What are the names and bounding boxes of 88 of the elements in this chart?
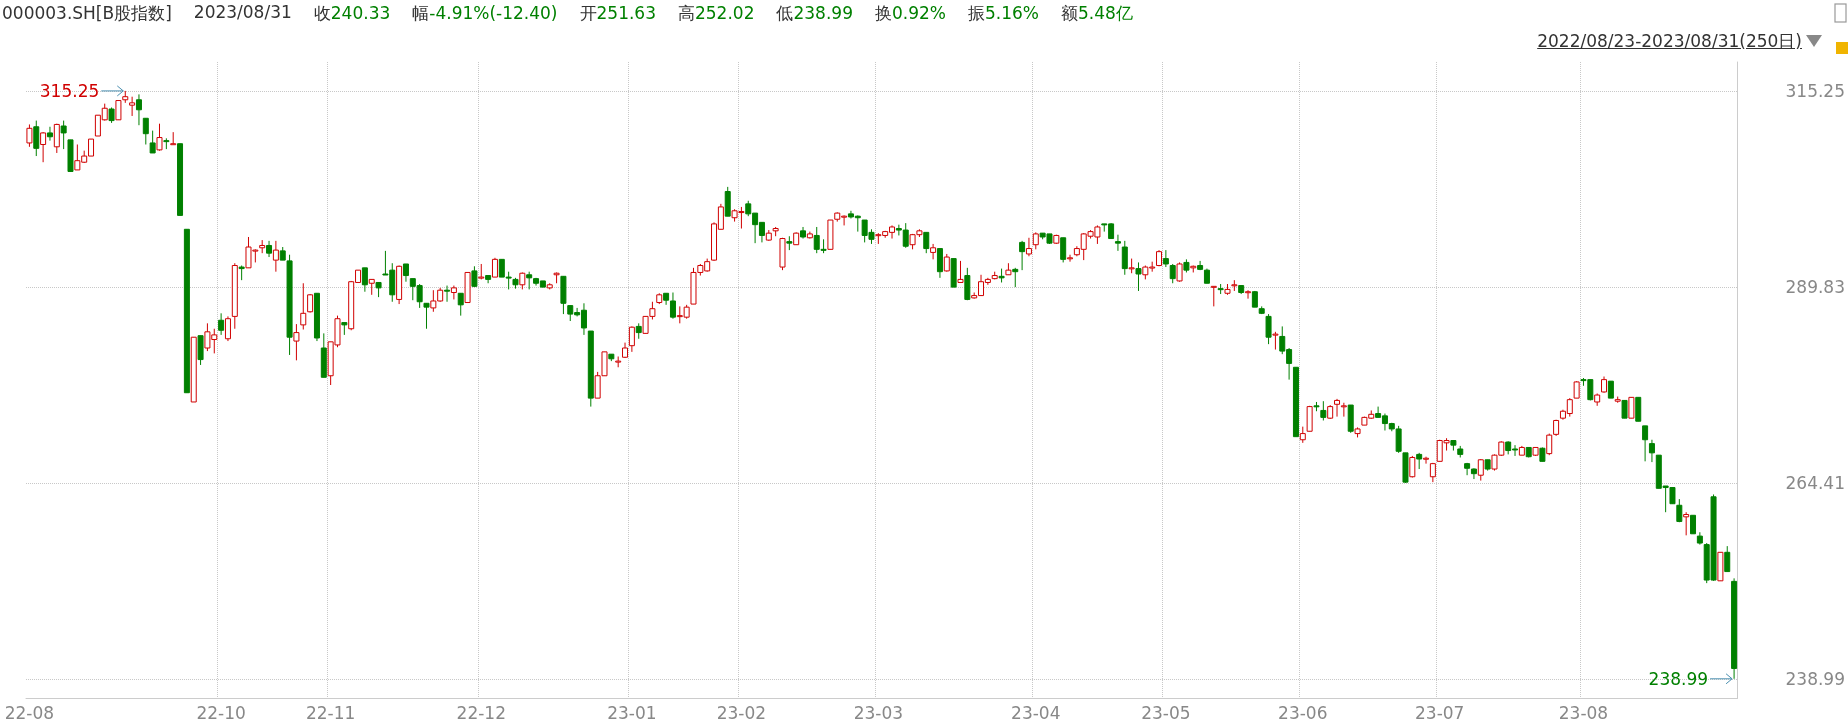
candlestick <box>170 131 177 146</box>
candlestick <box>115 100 122 121</box>
text: 2022/08/23-2023/08/31(250日) <box>1537 30 1802 53</box>
chart-title: 000003.SH[B股指数] <box>2 2 172 25</box>
x-tick-label: 23-06 <box>1278 702 1328 723</box>
candlestick <box>307 293 314 314</box>
x-tick-label: 23-03 <box>853 702 904 723</box>
candlestick <box>1683 511 1690 536</box>
annotation: 315.25 <box>39 80 100 101</box>
y-tick-label: 264.41 <box>1785 472 1845 493</box>
candlestick <box>293 323 300 361</box>
candlestick <box>1245 289 1252 300</box>
text: 收240.33 <box>313 3 391 23</box>
candlestick <box>46 126 53 142</box>
candlestick <box>1162 249 1169 268</box>
candlestick <box>1320 400 1327 421</box>
annotation: 238.99 <box>1648 668 1709 689</box>
candlestick <box>135 93 142 126</box>
candlestick <box>1334 398 1341 418</box>
candlestick <box>923 231 930 254</box>
candlestick <box>1019 240 1026 271</box>
text: 额5.48亿 <box>1060 3 1133 23</box>
x-tick-label: 22-08 <box>4 702 55 723</box>
candlestick <box>1340 402 1347 418</box>
candlestick <box>457 292 464 317</box>
candlestick <box>1067 254 1074 263</box>
x-tick-label: 23-02 <box>716 702 767 723</box>
candlestick <box>1724 545 1731 573</box>
candlestick <box>1135 261 1142 292</box>
candlestick <box>628 325 635 353</box>
candlestick <box>53 123 60 154</box>
candlestick <box>491 257 498 278</box>
x-tick-label: 23-01 <box>607 702 657 723</box>
candlestick <box>156 123 163 152</box>
candlestick <box>40 131 47 163</box>
candlestick <box>1648 439 1655 463</box>
text: 开251.63 <box>579 3 656 23</box>
candlestick <box>1628 396 1635 419</box>
candlestick <box>1169 263 1176 284</box>
candlestick <box>1635 396 1642 422</box>
candlestick <box>224 315 231 342</box>
candlestick <box>33 120 40 157</box>
candlestick <box>930 243 937 260</box>
candlestick <box>936 248 943 279</box>
candlestick <box>129 96 136 117</box>
text: 振5.16% <box>967 3 1039 23</box>
candlestick <box>142 117 149 145</box>
candlestick <box>964 267 971 301</box>
candlestick <box>1012 267 1019 288</box>
text: 低238.99 <box>776 3 853 23</box>
candlestick <box>957 260 964 283</box>
candlestick <box>60 120 67 150</box>
x-tick-label: 23-08 <box>1558 702 1609 723</box>
x-tick-label: 22-10 <box>196 702 246 723</box>
candlestick <box>1642 425 1649 462</box>
candlestick <box>1265 313 1272 345</box>
text: 换0.92% <box>874 3 946 23</box>
candlestick <box>450 285 457 300</box>
x-tick-label: 22-12 <box>456 702 506 723</box>
candlestick <box>1477 458 1484 482</box>
y-tick-label: 315.25 <box>1785 80 1845 101</box>
candlestick <box>1025 237 1032 257</box>
x-tick-label: 23-05 <box>1141 702 1191 723</box>
candlestick <box>218 312 225 336</box>
candlestick <box>361 267 368 293</box>
candlestick <box>197 335 204 366</box>
candlestick <box>300 282 307 331</box>
candlestick <box>1690 514 1697 535</box>
candlestick <box>1121 240 1128 276</box>
x-tick-label: 23-04 <box>1011 702 1061 723</box>
text: 高252.02 <box>677 3 755 23</box>
candlestick <box>423 302 430 330</box>
candlestick <box>1423 456 1430 465</box>
candlestick <box>1060 237 1067 263</box>
chart-subtitle: 2023/08/31 <box>193 2 292 24</box>
text: 幅-4.91%(-12.40) <box>412 3 558 23</box>
y-tick-label: 289.83 <box>1785 276 1845 297</box>
candlestick <box>1409 455 1416 479</box>
candlestick <box>1210 285 1217 307</box>
x-tick-label: 22-11 <box>305 702 356 723</box>
candlestick <box>26 123 33 148</box>
x-tick-label: 23-07 <box>1415 702 1465 723</box>
candlestick <box>1176 261 1183 283</box>
candlestick <box>444 285 451 303</box>
candlestick <box>149 130 156 154</box>
candlestick <box>1114 234 1121 252</box>
candlestick <box>272 240 279 273</box>
y-tick-label: 238.99 <box>1785 668 1845 689</box>
